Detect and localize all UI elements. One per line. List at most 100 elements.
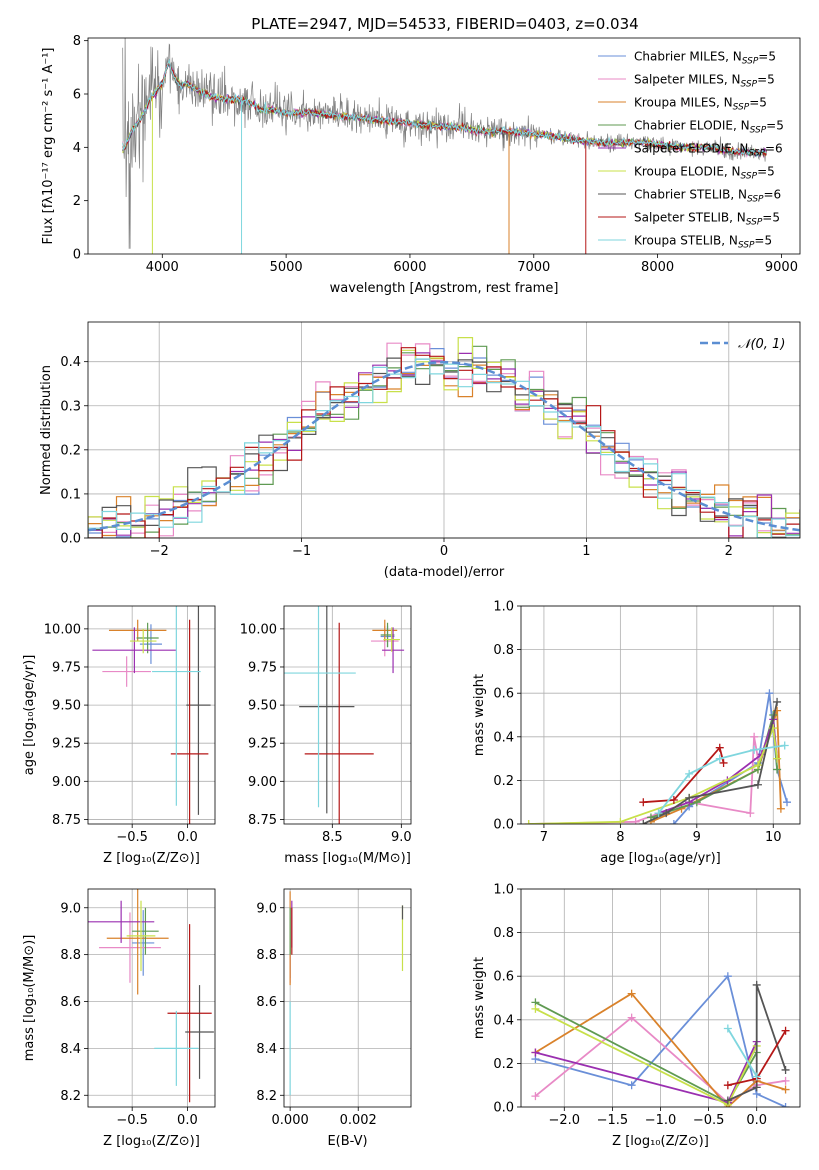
age_vs_mass-ytick-label: 10.00 bbox=[240, 622, 277, 637]
mass_vs_ebv-panel: 0.000 0.002 8.2 8.4 8.6 8.8 9.0 E(B-V) bbox=[256, 888, 412, 1149]
mass_vs_ebv-ytick-label: 9.0 bbox=[256, 901, 277, 916]
legend-label-chabrier_elodie: Chabrier ELODIE, NSSP=5 bbox=[634, 119, 784, 136]
age_vs_mass-ytick-label: 9.75 bbox=[248, 660, 277, 675]
age_vs_mass-ytick-label: 9.25 bbox=[248, 737, 277, 752]
weight-marker-kroupa_stelib bbox=[752, 1072, 761, 1081]
weight_vs_age-ylabel: mass weight bbox=[472, 674, 487, 756]
weight-marker-chabrier_miles bbox=[627, 1081, 636, 1090]
mass_vs_ebv-xtick-label: 0.002 bbox=[340, 1113, 377, 1128]
spectrum-xtick-label: 9000 bbox=[765, 260, 798, 275]
weight-marker-chabrier_miles bbox=[723, 972, 732, 981]
age_vs_Z-ytick-label: 9.25 bbox=[52, 737, 81, 752]
spectrum-ylabel: Flux [fλ10⁻¹⁷ erg cm⁻² s⁻¹ A⁻¹] bbox=[41, 48, 56, 245]
weight_vs_age-series bbox=[524, 689, 792, 824]
residuals-xtick-label: −2 bbox=[150, 544, 169, 559]
weight-line-salpeter_stelib bbox=[643, 745, 725, 804]
weight-marker-chabrier_stelib bbox=[753, 780, 762, 789]
age_vs_Z-ytick-label: 10.00 bbox=[44, 622, 81, 637]
spectrum-ytick-label: 6 bbox=[73, 88, 81, 103]
figure-title: PLATE=2947, MJD=54533, FIBERID=0403, z=0… bbox=[251, 15, 638, 33]
residuals-xlabel: (data-model)/error bbox=[384, 565, 505, 580]
weight_vs_age-xtick-label: 7 bbox=[540, 830, 548, 845]
residuals-xtick-label: −1 bbox=[292, 544, 311, 559]
weight_vs_Z-panel: −2.0 −1.5 −1.0 −0.5 0.0 0.0 0.2 0.4 0.6 0.8 1.0 Z [… bbox=[472, 883, 801, 1149]
weight-marker-salpeter_stelib bbox=[669, 796, 678, 805]
mass_vs_Z-ytick-label: 9.0 bbox=[60, 901, 81, 916]
weight-marker-salpeter_stelib bbox=[719, 758, 728, 767]
age_vs_Z-points bbox=[92, 606, 211, 824]
weight_vs_age-xtick-label: 8 bbox=[616, 830, 624, 845]
weight-marker-salpeter_stelib bbox=[781, 1026, 790, 1035]
mass_vs_ebv-ytick-label: 8.6 bbox=[256, 995, 277, 1010]
weight_vs_Z-xtick-label: −2.0 bbox=[549, 1113, 581, 1128]
axes-frame bbox=[520, 605, 801, 825]
residual-hist-salpeter_miles bbox=[88, 342, 800, 538]
weight_vs_Z-ytick-label: 0.2 bbox=[493, 1057, 514, 1072]
weight-marker-chabrier_miles bbox=[669, 820, 678, 824]
age_vs_Z-ylabel: age [log₁₀(age/yr)] bbox=[22, 655, 37, 776]
weight_vs_Z-ytick-label: 0.0 bbox=[493, 1101, 514, 1116]
weight-marker-salpeter_miles bbox=[750, 732, 759, 741]
legend-label-kroupa_elodie: Kroupa ELODIE, NSSP=5 bbox=[634, 165, 775, 182]
weight_vs_age-panel: 7 8 9 10 0.0 0.2 0.4 0.6 0.8 1.0 age [log₁₀(age/yr… bbox=[472, 600, 801, 866]
weight-line-kroupa_elodie bbox=[528, 724, 778, 824]
legend-label-chabrier_miles: Chabrier MILES, NSSP=5 bbox=[634, 50, 776, 67]
weight_vs_age-xtick-label: 10 bbox=[765, 830, 782, 845]
weight-marker-kroupa_stelib bbox=[685, 769, 694, 778]
age_vs_mass-points bbox=[284, 606, 405, 824]
legend-label-kroupa_miles: Kroupa MILES, NSSP=5 bbox=[634, 96, 767, 113]
weight-marker-salpeter_miles bbox=[746, 809, 755, 818]
weight_vs_age-xlabel: age [log₁₀(age/yr)] bbox=[600, 851, 721, 866]
residuals-xtick-label: 1 bbox=[582, 544, 590, 559]
weight_vs_Z-ytick-label: 0.6 bbox=[493, 970, 514, 985]
spectrum-ytick-label: 2 bbox=[73, 194, 81, 209]
age_vs_Z-ytick-label: 8.75 bbox=[52, 813, 81, 828]
axes-frame bbox=[283, 605, 412, 825]
residuals-ytick-label: 0.4 bbox=[60, 355, 81, 370]
spectrum-legend: Chabrier MILES, NSSP=5 Salpeter MILES, NS… bbox=[598, 50, 784, 251]
age_vs_Z-xtick-label: 0.0 bbox=[177, 830, 198, 845]
weight-marker-salpeter_elodie bbox=[531, 1048, 540, 1057]
weight_vs_age-ytick-label: 0.0 bbox=[493, 818, 514, 833]
weight-line-chabrier_stelib bbox=[727, 984, 787, 1102]
mass_vs_Z-ytick-label: 8.4 bbox=[60, 1042, 81, 1057]
mass_vs_Z-ytick-label: 8.2 bbox=[60, 1089, 81, 1104]
axes-frame bbox=[87, 605, 216, 825]
model-kroupa_stelib bbox=[122, 58, 768, 158]
spectrum-panel: 4000 5000 6000 7000 8000 9000 0 2 4 6 8 wavelength … bbox=[41, 34, 801, 296]
weight-marker-chabrier_stelib bbox=[639, 820, 648, 824]
age_vs_Z-ytick-label: 9.50 bbox=[52, 699, 81, 714]
residual-histograms bbox=[88, 337, 800, 538]
age_vs_mass-xlabel: mass [log₁₀(M/M⊙)] bbox=[284, 851, 411, 866]
weight_vs_Z-xtick-label: −1.0 bbox=[645, 1113, 677, 1128]
weight-marker-salpeter_stelib bbox=[715, 743, 724, 752]
weight-marker-kroupa_stelib bbox=[780, 741, 789, 750]
weight-marker-salpeter_miles bbox=[627, 1013, 636, 1022]
weight_vs_Z-ytick-label: 0.4 bbox=[493, 1013, 514, 1028]
weight-marker-chabrier_stelib bbox=[723, 1096, 732, 1105]
weight-marker-salpeter_miles bbox=[781, 1076, 790, 1085]
residuals-ytick-label: 0.3 bbox=[60, 399, 81, 414]
weight_vs_age-ytick-label: 0.4 bbox=[493, 730, 514, 745]
axes-frame bbox=[283, 888, 412, 1108]
spectrum-lines bbox=[122, 38, 768, 254]
age_vs_mass-ytick-label: 9.00 bbox=[248, 775, 277, 790]
age_vs_mass-ytick-label: 8.75 bbox=[248, 813, 277, 828]
age_vs_Z-xlabel: Z [log₁₀(Z/Z⊙)] bbox=[103, 851, 200, 866]
spectrum-xtick-label: 4000 bbox=[146, 260, 179, 275]
mass_vs_Z-ytick-label: 8.8 bbox=[60, 948, 81, 963]
weight-line-salpeter_elodie bbox=[535, 1041, 758, 1104]
residuals-ytick-label: 0.2 bbox=[60, 443, 81, 458]
legend-label-salpeter_stelib: Salpeter STELIB, NSSP=5 bbox=[634, 211, 780, 228]
weight-line-kroupa_stelib bbox=[727, 1028, 758, 1077]
weight-marker-salpeter_stelib bbox=[639, 798, 648, 807]
age_vs_Z-panel: −0.5 0.0 8.75 9.00 9.25 9.50 9.75 10.00 Z [log₁₀… bbox=[22, 605, 216, 866]
residuals-xtick-label: 2 bbox=[725, 544, 733, 559]
mass_vs_ebv-ytick-label: 8.4 bbox=[256, 1042, 277, 1057]
weight-marker-chabrier_stelib bbox=[685, 793, 694, 802]
mass_vs_Z-ylabel: mass [log₁₀(M/M⊙)] bbox=[22, 935, 37, 1062]
weight-marker-kroupa_stelib bbox=[654, 809, 663, 818]
axes-frame bbox=[87, 888, 216, 1108]
weight_vs_Z-xtick-label: 0.0 bbox=[746, 1113, 767, 1128]
